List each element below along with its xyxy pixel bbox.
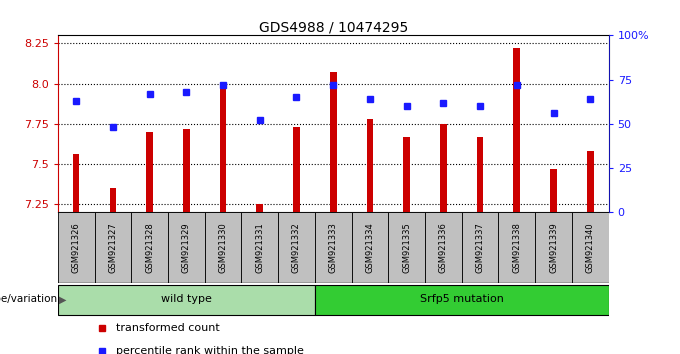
Text: GSM921335: GSM921335 (402, 222, 411, 273)
Bar (477, 137, 483, 212)
Bar (403, 137, 410, 212)
Bar (498, 212, 535, 283)
Text: GSM921327: GSM921327 (108, 222, 118, 273)
Text: GSM921338: GSM921338 (512, 222, 522, 273)
Bar (315, 212, 352, 283)
Bar (95, 212, 131, 283)
Text: transformed count: transformed count (116, 323, 220, 333)
Bar (241, 212, 278, 283)
Bar (425, 212, 462, 283)
Bar (367, 119, 373, 212)
Bar (462, 212, 498, 283)
Text: GSM921334: GSM921334 (365, 222, 375, 273)
Bar (220, 88, 226, 212)
Text: percentile rank within the sample: percentile rank within the sample (116, 346, 303, 354)
Bar (513, 48, 520, 212)
Bar (168, 212, 205, 283)
Bar (330, 73, 337, 212)
Bar (352, 212, 388, 283)
Bar (73, 154, 80, 212)
Bar (535, 212, 572, 283)
Bar (440, 124, 447, 212)
Bar (131, 212, 168, 283)
Bar (388, 212, 425, 283)
Text: GSM921333: GSM921333 (328, 222, 338, 273)
Text: GSM921326: GSM921326 (71, 222, 81, 273)
Text: GSM921330: GSM921330 (218, 222, 228, 273)
Text: genotype/variation: genotype/variation (0, 294, 57, 304)
Text: GSM921336: GSM921336 (439, 222, 448, 273)
Text: Srfp5 mutation: Srfp5 mutation (420, 294, 504, 304)
Bar (550, 169, 557, 212)
Bar (205, 212, 241, 283)
Text: GSM921328: GSM921328 (145, 222, 154, 273)
Text: GSM921340: GSM921340 (585, 222, 595, 273)
Text: GSM921331: GSM921331 (255, 222, 265, 273)
Text: GSM921329: GSM921329 (182, 222, 191, 273)
Text: GSM921337: GSM921337 (475, 222, 485, 273)
Bar (256, 204, 263, 212)
Text: GSM921332: GSM921332 (292, 222, 301, 273)
Bar (278, 212, 315, 283)
Bar (572, 212, 609, 283)
Title: GDS4988 / 10474295: GDS4988 / 10474295 (258, 20, 408, 34)
Bar (58, 285, 315, 315)
Text: wild type: wild type (161, 294, 211, 304)
Bar (587, 151, 594, 212)
Bar (58, 212, 95, 283)
Bar (183, 129, 190, 212)
Bar (315, 285, 609, 315)
Bar (109, 188, 116, 212)
Bar (146, 132, 153, 212)
Bar (293, 127, 300, 212)
Text: GSM921339: GSM921339 (549, 222, 558, 273)
Text: ▶: ▶ (58, 294, 66, 304)
